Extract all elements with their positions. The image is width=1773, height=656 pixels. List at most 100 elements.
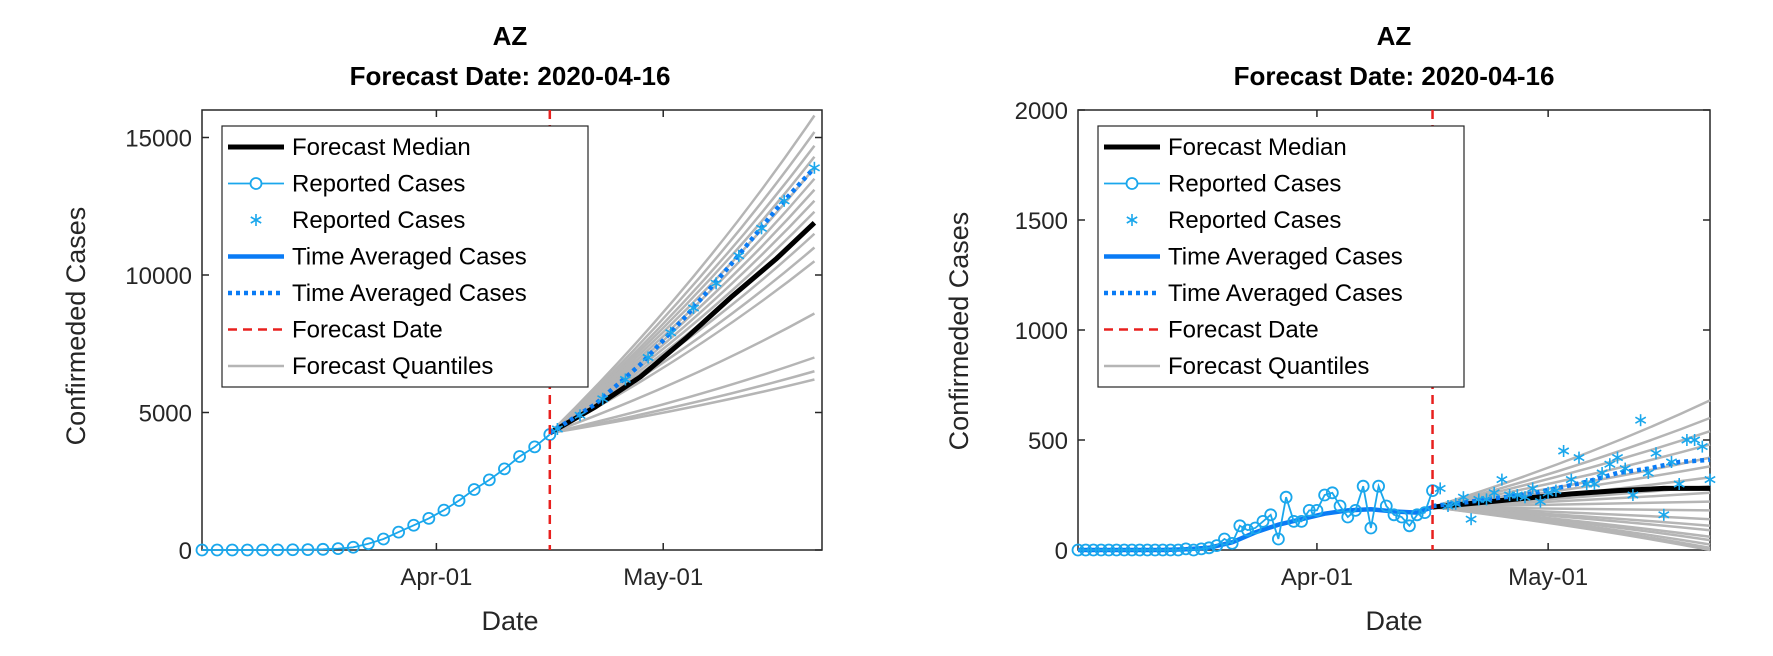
reported-case-asterisk <box>1534 495 1546 508</box>
axes: 0 5000 10000 15000 Apr-01 May-01 <box>125 109 823 591</box>
legend-label: Reported Cases <box>292 171 465 198</box>
asterisk-stroke <box>1658 511 1670 519</box>
asterisk-stroke <box>1689 436 1701 444</box>
reported-case-asterisk <box>1588 478 1600 490</box>
asterisk-stroke <box>1588 480 1600 488</box>
reported-case-asterisk <box>1558 445 1570 457</box>
reported-case-marker <box>1079 543 1093 557</box>
reported-case-marker <box>1187 543 1201 557</box>
asterisk-stroke <box>1704 475 1716 484</box>
legend-label: Forecast Median <box>1168 134 1347 161</box>
asterisk-stroke <box>1573 453 1585 462</box>
reported-cases-line <box>1078 482 1434 551</box>
y-tick-label: 15000 <box>125 126 192 153</box>
reported-case-asterisk <box>1450 497 1462 510</box>
reported-case-marker <box>528 440 542 454</box>
reported-case-marker <box>1248 521 1262 535</box>
reported-case-marker <box>1156 543 1170 557</box>
legend-label: Forecast Median <box>292 134 471 161</box>
forecast-quantile-line <box>549 370 815 435</box>
asterisk-stroke <box>1511 491 1523 499</box>
reported-case-asterisk <box>687 302 700 314</box>
forecast-quantile-line <box>548 114 816 435</box>
reported-case-asterisk <box>1611 451 1624 464</box>
reported-case-marker <box>513 450 526 463</box>
reported-case-marker <box>452 494 466 507</box>
forecast-quantile-line <box>1432 416 1711 509</box>
reported-case-marker <box>1418 506 1432 519</box>
asterisk-stroke <box>1519 493 1531 501</box>
reported-case-marker <box>286 543 300 557</box>
chart-title: AZ <box>1377 21 1412 51</box>
forecast-quantile-line <box>548 131 816 435</box>
reported-case-marker <box>195 543 209 557</box>
reported-case-marker <box>301 543 315 556</box>
asterisk-stroke <box>1442 502 1454 510</box>
y-tick-label: 0 <box>1055 538 1068 565</box>
reported-case-marker <box>1318 488 1332 502</box>
reported-case-marker <box>1349 503 1362 517</box>
plot-area <box>195 110 820 557</box>
x-tick-label: Apr-01 <box>400 564 472 591</box>
reported-case-marker <box>377 532 390 546</box>
reported-case-asterisk <box>665 326 677 339</box>
reported-case-asterisk <box>1519 491 1531 504</box>
reported-case-marker <box>422 511 436 525</box>
reported-case-asterisk <box>1673 478 1685 490</box>
asterisk-stroke <box>1611 453 1624 462</box>
asterisk-stroke <box>687 304 700 312</box>
reported-case-asterisk <box>1542 486 1554 499</box>
legend-label: Time Averaged Cases <box>1168 244 1403 271</box>
reported-case-marker <box>1310 503 1324 517</box>
legend-swatch-marker <box>250 214 262 226</box>
reported-case-marker <box>1148 543 1162 557</box>
reported-case-marker <box>1341 510 1355 524</box>
reported-case-marker <box>1325 486 1339 500</box>
reported-case-asterisk <box>1480 493 1493 506</box>
asterisk-stroke <box>1627 491 1639 499</box>
reported-case-marker <box>316 542 330 556</box>
reported-case-marker <box>1264 508 1278 522</box>
reported-case-asterisk <box>1550 484 1562 497</box>
reported-case-asterisk <box>808 161 820 174</box>
x-tick-label: May-01 <box>623 564 703 591</box>
legend-label: Reported Cases <box>1168 171 1341 198</box>
time-averaged-forecast-line <box>548 166 817 435</box>
reported-case-marker <box>1256 515 1270 528</box>
chart-subtitle: Forecast Date: 2020-04-16 <box>1234 61 1555 91</box>
asterisk-stroke <box>1596 469 1608 477</box>
legend-label: Time Averaged Cases <box>1168 280 1403 307</box>
reported-case-marker <box>346 540 360 554</box>
reported-case-asterisk <box>1642 467 1654 479</box>
asterisk-stroke <box>1565 475 1577 484</box>
asterisk-stroke <box>1434 484 1446 493</box>
reported-case-asterisk <box>642 351 654 364</box>
reported-case-asterisk <box>597 392 609 405</box>
legend-label: Forecast Date <box>292 317 443 344</box>
y-tick-label: 5000 <box>139 401 192 428</box>
reported-case-asterisk <box>1527 482 1539 495</box>
reported-case-marker <box>1271 532 1285 546</box>
reported-case-marker <box>1194 542 1208 556</box>
reported-case-marker <box>437 503 451 517</box>
reported-case-marker <box>1287 515 1301 528</box>
y-axis-label: Confirmeded Cases <box>61 207 91 446</box>
asterisk-stroke <box>1635 416 1647 424</box>
legend-label: Reported Cases <box>1168 207 1341 234</box>
asterisk-stroke <box>1480 495 1493 504</box>
reported-case-marker <box>1094 543 1108 557</box>
asterisk-stroke <box>755 224 768 232</box>
reported-case-marker <box>1379 499 1393 513</box>
reported-case-asterisk <box>1665 456 1678 468</box>
reported-case-marker <box>1133 543 1147 557</box>
reported-case-marker <box>1110 543 1123 557</box>
reported-case-marker <box>1087 543 1100 557</box>
legend-label: Reported Cases <box>292 207 465 234</box>
reported-case-marker <box>1179 542 1193 556</box>
reported-case-marker <box>1225 537 1239 550</box>
reported-case-asterisk <box>574 409 586 422</box>
asterisk-stroke <box>1126 216 1138 224</box>
reported-case-marker <box>1241 523 1254 537</box>
legend-swatch-marker <box>1125 177 1139 190</box>
reported-case-marker <box>1140 543 1154 557</box>
